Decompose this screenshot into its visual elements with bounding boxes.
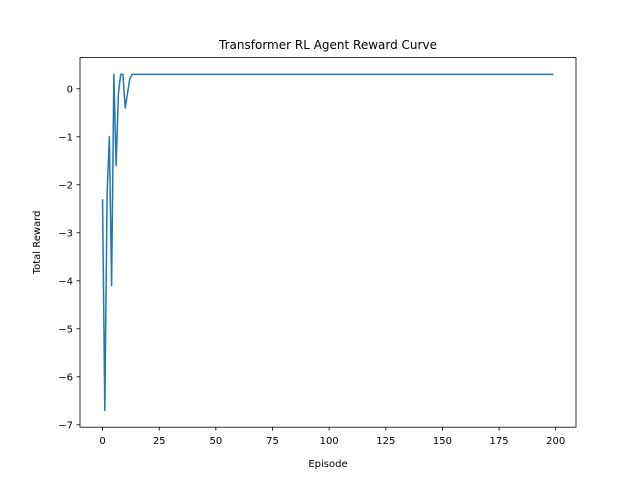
y-axis-ticks: 0 −1 −2 −3 −4 −5 −6 −7 [58, 84, 80, 431]
reward-series-line [101, 73, 554, 412]
x-tick-label: 50 [209, 436, 222, 447]
x-tick-label: 125 [376, 436, 395, 447]
y-tick-label: −3 [58, 228, 73, 239]
y-tick-label: 0 [67, 84, 73, 95]
y-tick-label: −4 [58, 276, 73, 287]
y-tick-label: −2 [58, 180, 73, 191]
x-tick-label: 75 [266, 436, 279, 447]
x-tick-label: 175 [490, 436, 509, 447]
x-tick-label: 200 [546, 436, 565, 447]
y-axis-label: Total Reward [32, 211, 43, 276]
x-axis-ticks: 0 25 50 75 100 125 150 175 200 [99, 427, 565, 447]
y-tick-label: −1 [58, 132, 73, 143]
x-tick-label: 25 [153, 436, 166, 447]
plot-lines [101, 73, 554, 412]
chart-title: Transformer RL Agent Reward Curve [218, 38, 437, 52]
x-axis-label: Episode [308, 459, 347, 470]
plot-frame [79, 57, 577, 428]
y-tick-label: −6 [58, 372, 73, 383]
x-tick-label: 150 [433, 436, 452, 447]
y-tick-label: −7 [58, 420, 73, 431]
x-tick-label: 100 [320, 436, 339, 447]
x-tick-label: 0 [99, 436, 105, 447]
y-tick-label: −5 [58, 324, 73, 335]
